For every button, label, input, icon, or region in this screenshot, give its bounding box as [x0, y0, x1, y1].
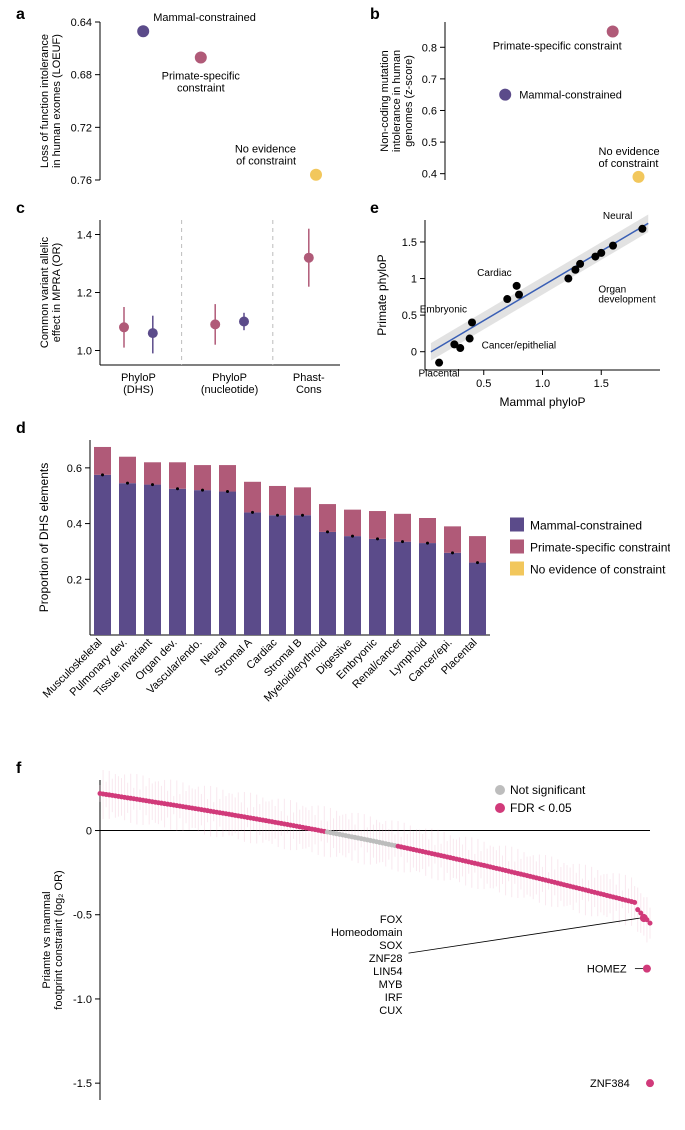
svg-text:No evidenceof constraint: No evidenceof constraint	[599, 146, 660, 170]
svg-text:Non-coding mutationintolerance: Non-coding mutationintolerance in humang…	[379, 50, 415, 152]
svg-text:0.68: 0.68	[71, 70, 92, 82]
svg-text:0: 0	[411, 347, 417, 359]
chart-d: 0.20.40.6Proportion of DHS elementsMuscu…	[30, 430, 670, 750]
svg-text:Cardiac: Cardiac	[477, 268, 511, 279]
svg-text:FDR < 0.05: FDR < 0.05	[510, 801, 572, 815]
svg-text:Primate-specificconstraint: Primate-specificconstraint	[162, 71, 241, 95]
svg-text:-1.0: -1.0	[73, 994, 92, 1006]
chart-e: 0.5 1.0 1.5 0 0.5 1 1.5 Mammal phyloP Primate ph…	[370, 210, 670, 410]
svg-text:Primate-specific constraint: Primate-specific constraint	[530, 541, 670, 555]
svg-text:CUX: CUX	[379, 1005, 403, 1017]
svg-text:SOX: SOX	[379, 940, 403, 952]
svg-text:Phast-Cons: Phast-Cons	[293, 372, 325, 396]
svg-text:0.72: 0.72	[71, 122, 92, 134]
panel-label-c: c	[16, 200, 25, 218]
svg-text:No evidence of constraint: No evidence of constraint	[530, 563, 666, 577]
chart-c: 1.0 1.2 1.4 Common variant alleliceffect in…	[30, 210, 350, 410]
panel-label-a: a	[16, 6, 25, 24]
svg-text:Common variant alleliceffect i: Common variant alleliceffect in MPRA (OR…	[39, 236, 63, 348]
svg-text:0.5: 0.5	[402, 310, 417, 322]
svg-text:0: 0	[86, 826, 92, 838]
svg-text:No evidenceof constraint: No evidenceof constraint	[235, 144, 296, 168]
svg-text:1.0: 1.0	[535, 378, 550, 390]
svg-text:1.4: 1.4	[77, 230, 92, 242]
svg-text:Placental: Placental	[419, 369, 460, 380]
svg-text:Cancer/epithelial: Cancer/epithelial	[482, 341, 557, 352]
svg-text:0.4: 0.4	[422, 169, 437, 181]
svg-text:Mammal phyloP: Mammal phyloP	[499, 395, 585, 409]
svg-text:1.0: 1.0	[77, 346, 92, 358]
svg-text:Loss of function intolerancein: Loss of function intolerancein human exo…	[39, 34, 63, 168]
svg-text:1.5: 1.5	[594, 378, 609, 390]
svg-text:ZNF28: ZNF28	[369, 953, 403, 965]
svg-text:Embryonic: Embryonic	[420, 304, 467, 315]
svg-text:1: 1	[411, 274, 417, 286]
panel-label-f: f	[16, 760, 21, 778]
svg-text:Primate phyloP: Primate phyloP	[375, 254, 389, 335]
svg-text:Mammal-constrained: Mammal-constrained	[530, 519, 642, 533]
svg-text:1.2: 1.2	[77, 288, 92, 300]
svg-text:Primate-specific constraint: Primate-specific constraint	[493, 40, 622, 52]
svg-text:0.64: 0.64	[71, 17, 92, 29]
svg-text:Priamte vs mammalfootprint con: Priamte vs mammalfootprint constraint (l…	[41, 870, 65, 1009]
panel-label-d: d	[16, 420, 26, 438]
chart-b: 0.4 0.5 0.6 0.7 0.8 Non-coding mutationintole…	[370, 10, 670, 190]
svg-text:0.5: 0.5	[422, 137, 437, 149]
svg-text:0.2: 0.2	[67, 574, 82, 586]
chart-a: 0.64 0.68 0.72 0.76 Loss of function intoler…	[30, 10, 350, 190]
svg-text:Mammal-constrained: Mammal-constrained	[153, 12, 256, 24]
svg-text:0.6: 0.6	[422, 105, 437, 117]
svg-text:IRF: IRF	[385, 992, 403, 1004]
svg-text:MYB: MYB	[379, 979, 403, 991]
svg-text:Organdevelopment: Organdevelopment	[598, 285, 655, 306]
svg-text:Proportion of DHS elements: Proportion of DHS elements	[37, 463, 51, 612]
svg-text:LIN54: LIN54	[373, 966, 402, 978]
svg-text:PhyloP(DHS): PhyloP(DHS)	[121, 372, 156, 396]
svg-text:0.4: 0.4	[67, 519, 82, 531]
chart-f: -1.5 -1.0 -0.5 0 Priamte vs mammalfootprint …	[30, 770, 670, 1120]
svg-text:0.7: 0.7	[422, 74, 437, 86]
svg-text:Not significant: Not significant	[510, 783, 586, 797]
svg-text:0.6: 0.6	[67, 463, 82, 475]
svg-text:-1.5: -1.5	[73, 1078, 92, 1090]
figure-root: a b c e d f 0.640.680.720.76Loss of func…	[0, 0, 685, 1130]
svg-text:HOMEZ: HOMEZ	[587, 964, 627, 976]
svg-text:0.76: 0.76	[71, 175, 92, 187]
svg-text:0.5: 0.5	[476, 378, 491, 390]
svg-text:-0.5: -0.5	[73, 910, 92, 922]
svg-text:0.8: 0.8	[422, 42, 437, 54]
svg-text:Neural: Neural	[603, 211, 632, 222]
svg-text:FOX: FOX	[380, 914, 403, 926]
svg-text:PhyloP(nucleotide): PhyloP(nucleotide)	[201, 372, 258, 396]
svg-text:ZNF384: ZNF384	[590, 1078, 630, 1090]
svg-text:Homeodomain: Homeodomain	[331, 927, 403, 939]
svg-text:Mammal-constrained: Mammal-constrained	[519, 90, 622, 102]
svg-text:1.5: 1.5	[402, 237, 417, 249]
